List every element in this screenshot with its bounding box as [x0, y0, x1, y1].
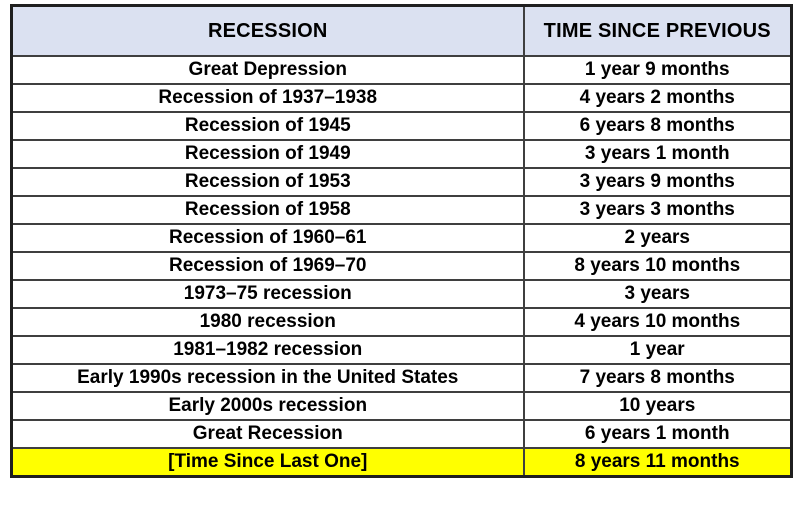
header-row: RECESSION TIME SINCE PREVIOUS: [10, 4, 793, 57]
cell-recession: Recession of 1949: [10, 139, 525, 169]
cell-recession: 1981–1982 recession: [10, 335, 525, 365]
cell-recession: Great Recession: [10, 419, 525, 449]
cell-recession: Recession of 1953: [10, 167, 525, 197]
table-row: 1980 recession 4 years 10 months: [10, 307, 793, 337]
cell-recession: Recession of 1958: [10, 195, 525, 225]
table-row: Recession of 1949 3 years 1 month: [10, 139, 793, 169]
table-row: Recession of 1953 3 years 9 months: [10, 167, 793, 197]
table-row: Recession of 1969–70 8 years 10 months: [10, 251, 793, 281]
table-row: Recession of 1937–1938 4 years 2 months: [10, 83, 793, 113]
table-figure: RECESSION TIME SINCE PREVIOUS Great Depr…: [10, 4, 793, 478]
table-row: 1981–1982 recession 1 year: [10, 335, 793, 365]
table-row: Early 1990s recession in the United Stat…: [10, 363, 793, 393]
table-row: Recession of 1945 6 years 8 months: [10, 111, 793, 141]
cell-recession: 1973–75 recession: [10, 279, 525, 309]
cell-recession: Early 2000s recession: [10, 391, 525, 421]
cell-time-since-previous: 8 years 11 months: [522, 447, 793, 478]
cell-recession: Recession of 1937–1938: [10, 83, 525, 113]
cell-time-since-previous: 1 year: [522, 335, 793, 365]
table-row: Early 2000s recession 10 years: [10, 391, 793, 421]
cell-recession: Great Depression: [10, 55, 525, 85]
table-row: Recession of 1958 3 years 3 months: [10, 195, 793, 225]
cell-time-since-previous: 10 years: [522, 391, 793, 421]
cell-time-since-previous: 4 years 2 months: [522, 83, 793, 113]
cell-time-since-previous: 3 years 9 months: [522, 167, 793, 197]
cell-time-since-previous: 2 years: [522, 223, 793, 253]
cell-time-since-previous: 7 years 8 months: [522, 363, 793, 393]
cell-time-since-previous: 6 years 1 month: [522, 419, 793, 449]
table-row: Great Recession 6 years 1 month: [10, 419, 793, 449]
table-header: RECESSION TIME SINCE PREVIOUS: [10, 4, 793, 57]
cell-time-since-previous: 3 years: [522, 279, 793, 309]
cell-time-since-previous: 6 years 8 months: [522, 111, 793, 141]
cell-recession: Early 1990s recession in the United Stat…: [10, 363, 525, 393]
cell-time-since-previous: 4 years 10 months: [522, 307, 793, 337]
cell-recession: Recession of 1945: [10, 111, 525, 141]
cell-time-since-previous: 8 years 10 months: [522, 251, 793, 281]
column-header-recession: RECESSION: [10, 4, 525, 57]
cell-recession: [Time Since Last One]: [10, 447, 525, 478]
cell-recession: Recession of 1969–70: [10, 251, 525, 281]
table-row: Recession of 1960–61 2 years: [10, 223, 793, 253]
cell-recession: 1980 recession: [10, 307, 525, 337]
table-row: [Time Since Last One] 8 years 11 months: [10, 447, 793, 478]
cell-recession: Recession of 1960–61: [10, 223, 525, 253]
table-row: 1973–75 recession 3 years: [10, 279, 793, 309]
cell-time-since-previous: 3 years 1 month: [522, 139, 793, 169]
table-body: Great Depression 1 year 9 months Recession…: [10, 55, 793, 478]
cell-time-since-previous: 1 year 9 months: [522, 55, 793, 85]
cell-time-since-previous: 3 years 3 months: [522, 195, 793, 225]
table-row: Great Depression 1 year 9 months: [10, 55, 793, 85]
column-header-time-since-previous: TIME SINCE PREVIOUS: [522, 4, 793, 57]
recessions-table: RECESSION TIME SINCE PREVIOUS Great Depr…: [10, 4, 793, 478]
